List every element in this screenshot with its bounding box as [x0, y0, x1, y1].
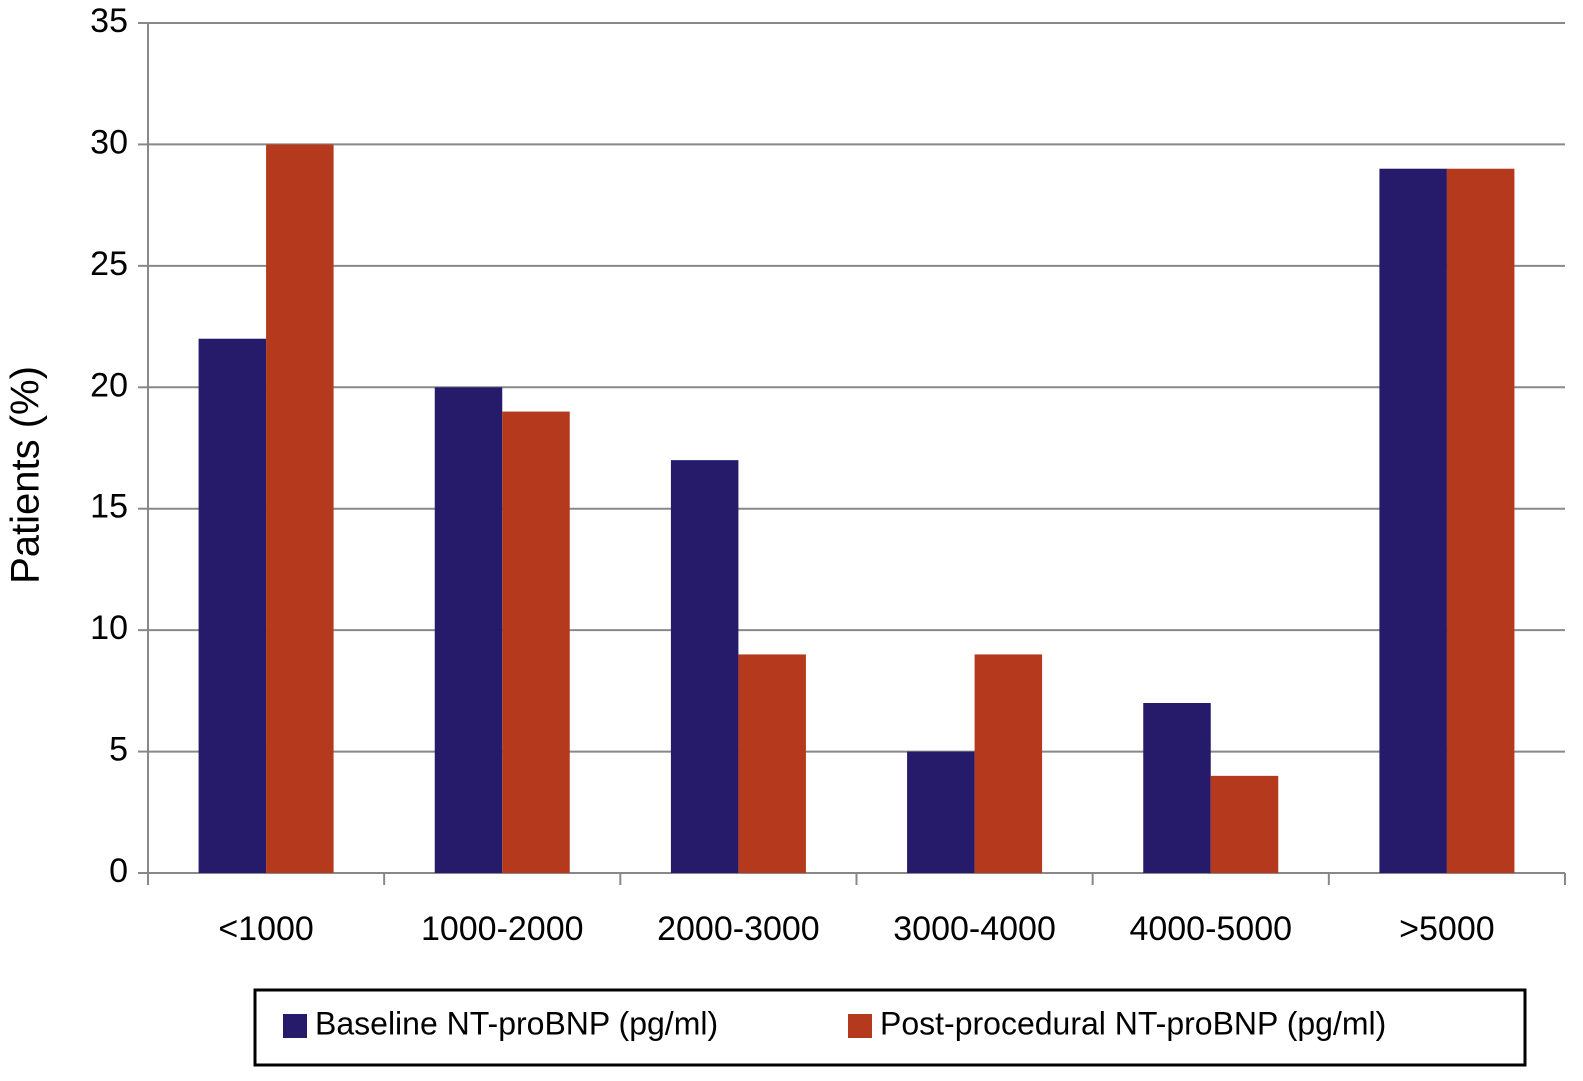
x-tick-label: 4000-5000	[1129, 910, 1292, 948]
x-tick-label: 3000-4000	[893, 910, 1056, 948]
legend-label: Baseline NT-proBNP (pg/ml)	[315, 1005, 718, 1041]
y-tick-label: 25	[90, 245, 128, 283]
x-tick-label: 1000-2000	[421, 910, 584, 948]
legend-label: Post-procedural NT-proBNP (pg/ml)	[880, 1005, 1386, 1041]
bar	[670, 460, 739, 873]
bar	[907, 751, 975, 873]
y-axis-label: Patients (%)	[4, 366, 48, 584]
y-tick-label: 15	[90, 488, 128, 526]
legend-swatch	[283, 1014, 307, 1038]
bar	[1446, 168, 1515, 873]
y-tick-label: 0	[109, 852, 128, 890]
y-tick-label: 10	[90, 609, 128, 647]
y-tick-label: 20	[90, 366, 128, 404]
bar	[1379, 168, 1447, 873]
bar	[434, 387, 503, 873]
x-tick-label: <1000	[218, 910, 314, 948]
y-tick-label: 35	[90, 2, 128, 40]
x-tick-label: 2000-3000	[657, 910, 820, 948]
bar	[1210, 775, 1279, 873]
bar	[738, 654, 806, 873]
legend-box	[253, 988, 1527, 1067]
y-tick-label: 30	[90, 123, 128, 161]
legend-swatch	[848, 1014, 872, 1038]
bar	[266, 144, 334, 873]
bar	[198, 338, 267, 873]
bar	[1143, 703, 1211, 873]
y-tick-label: 5	[109, 731, 128, 769]
bar	[502, 411, 570, 873]
x-tick-label: >5000	[1399, 910, 1495, 948]
bar	[974, 654, 1043, 873]
